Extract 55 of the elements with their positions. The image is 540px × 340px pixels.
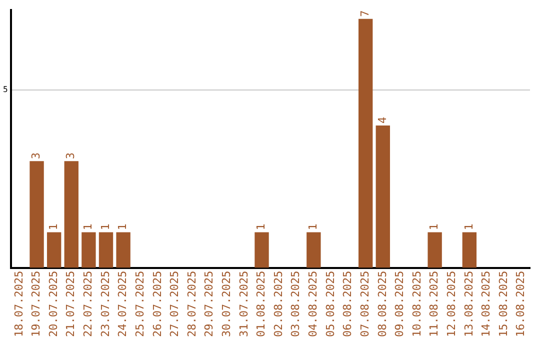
- x-tick-label: 09.08.2025: [393, 270, 406, 338]
- x-tick-label: 19.07.2025: [30, 270, 43, 338]
- data-label: 1: [254, 224, 268, 230]
- x-tick-label: 30.07.2025: [220, 270, 233, 338]
- x-tick-label: 13.08.2025: [462, 270, 476, 338]
- x-tick-label: 05.08.2025: [324, 270, 337, 338]
- x-tick-label: 10.08.2025: [410, 270, 424, 338]
- bar: [306, 232, 321, 268]
- x-tick-label: 03.08.2025: [289, 270, 302, 338]
- data-label: 7: [358, 10, 372, 17]
- bar: [46, 232, 62, 268]
- x-tick-label: 01.08.2025: [254, 270, 268, 338]
- x-tick-label: 02.08.2025: [272, 270, 285, 338]
- bar: [116, 232, 130, 268]
- x-tick-label: 29.07.2025: [202, 270, 216, 338]
- x-tick-label: 28.07.2025: [185, 270, 198, 338]
- x-tick-label: 04.08.2025: [306, 270, 320, 338]
- x-tick-label: 15.08.2025: [496, 270, 510, 338]
- x-tick-label: 27.07.2025: [168, 270, 182, 338]
- data-label: 1: [428, 224, 441, 230]
- bar: [82, 232, 96, 268]
- y-tick-label: 5: [2, 85, 8, 94]
- bar: [462, 232, 477, 268]
- x-tick-label: 21.07.2025: [64, 270, 78, 338]
- bar: [254, 232, 269, 268]
- bar: [30, 161, 44, 268]
- x-tick-label: 18.07.2025: [12, 270, 26, 338]
- x-tick-label: 25.07.2025: [133, 270, 146, 338]
- bar: [64, 161, 78, 268]
- bar: [428, 232, 442, 268]
- data-label: 3: [30, 152, 43, 160]
- x-tick-label: 23.07.2025: [98, 270, 112, 338]
- x-tick-label: 26.07.2025: [150, 270, 164, 338]
- x-tick-label: 22.07.2025: [82, 270, 95, 338]
- x-tick-label: 11.08.2025: [428, 270, 441, 338]
- x-tick-label: 07.08.2025: [358, 270, 372, 338]
- bar: [376, 126, 390, 268]
- x-tick-label: 06.08.2025: [341, 270, 354, 338]
- x-tick-label: 14.08.2025: [480, 270, 493, 338]
- data-label: 1: [462, 224, 476, 230]
- data-label: 1: [306, 224, 320, 230]
- x-tick-label: 24.07.2025: [116, 270, 130, 338]
- x-tick-label: 20.07.2025: [46, 270, 60, 338]
- data-label: 1: [82, 224, 95, 230]
- x-tick-label: 31.07.2025: [237, 270, 250, 338]
- data-label: 1: [98, 224, 112, 230]
- data-label: 4: [376, 116, 389, 124]
- x-tick-label: 12.08.2025: [444, 270, 458, 338]
- data-label: 1: [46, 224, 60, 230]
- bar: [358, 18, 373, 268]
- x-tick-label: 16.08.2025: [514, 270, 528, 338]
- bar: [98, 232, 114, 268]
- data-label: 1: [116, 224, 130, 230]
- data-label: 3: [64, 152, 78, 160]
- x-tick-label: 08.08.2025: [376, 270, 389, 338]
